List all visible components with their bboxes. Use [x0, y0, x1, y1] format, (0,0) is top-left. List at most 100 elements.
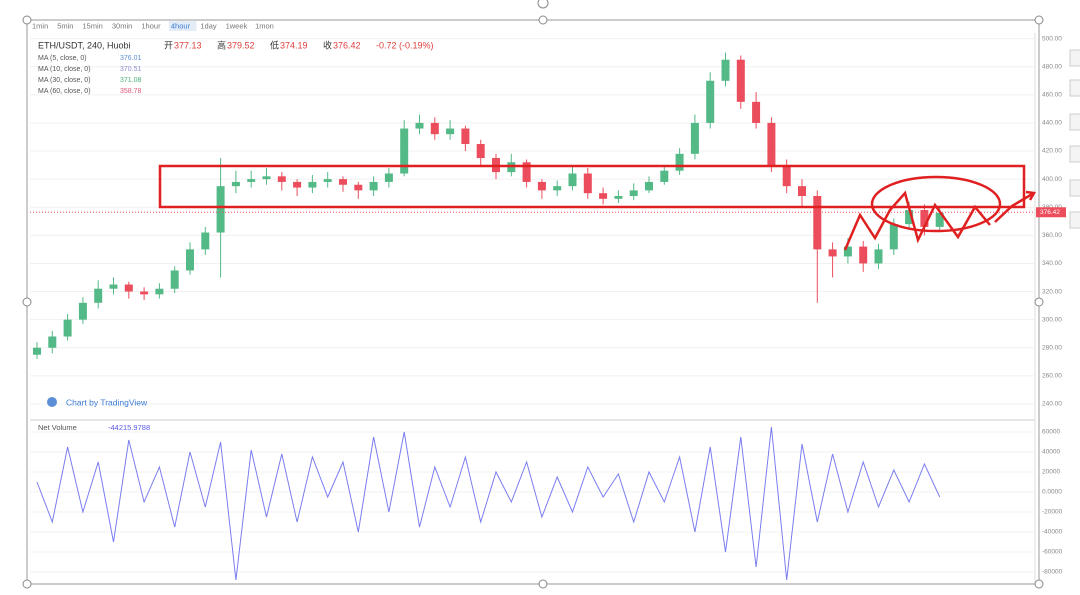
- side-button[interactable]: [1069, 113, 1080, 131]
- volume-legend: Net Volume: [38, 423, 77, 432]
- interval-button[interactable]: 1day: [200, 21, 217, 30]
- y-tick-label: 300.00: [1042, 316, 1062, 323]
- ma-value: 370.51: [120, 66, 142, 73]
- candle-body: [767, 122, 776, 166]
- active-interval: [168, 21, 197, 31]
- candle-body: [889, 224, 898, 250]
- last-price-label: 376.42: [1040, 209, 1060, 216]
- candle-body: [63, 319, 72, 337]
- y-tick-label: 280.00: [1042, 344, 1062, 351]
- y-tick-label: 460.00: [1042, 92, 1062, 99]
- candle-body: [568, 173, 577, 187]
- candle-body: [461, 128, 470, 145]
- side-toolbar: [1069, 49, 1080, 229]
- candle-body: [109, 284, 118, 289]
- candle-body: [384, 173, 393, 182]
- candle-body: [629, 190, 638, 196]
- ma-name: MA (5, close, 0): [38, 55, 87, 62]
- y-tick-label: 240.00: [1042, 401, 1062, 408]
- candle-body: [400, 128, 409, 174]
- candle-body: [78, 302, 87, 320]
- ohlc-label: 开: [164, 40, 173, 50]
- candle-body: [920, 210, 929, 227]
- candle-body: [813, 195, 822, 250]
- interval-button[interactable]: 1mon: [255, 21, 274, 30]
- candle-body: [645, 181, 653, 191]
- y-tick-label: 0.0000: [1042, 489, 1062, 496]
- candle-body: [369, 181, 378, 191]
- overlay: Chart by TradingView ETH/USDT, 240, Huob…: [32, 21, 1066, 432]
- candle-body: [446, 128, 455, 135]
- handle: [22, 15, 32, 25]
- symbol: ETH/USDT, 240, Huobi: [38, 40, 131, 50]
- interval-button[interactable]: 30min: [112, 21, 132, 30]
- y-tick-label: 420.00: [1042, 148, 1062, 155]
- marks: [30, 52, 1035, 581]
- candle-body: [599, 193, 608, 199]
- y-tick-label: 340.00: [1042, 260, 1062, 267]
- candle-body: [721, 59, 730, 81]
- interval-button[interactable]: 1hour: [141, 21, 161, 30]
- ma-name: MA (60, close, 0): [38, 88, 91, 95]
- candle-body: [843, 246, 852, 257]
- side-button[interactable]: [1069, 145, 1080, 163]
- candle-body: [660, 170, 669, 182]
- volume-value: -44215.9788: [108, 423, 150, 432]
- candle-body: [430, 122, 439, 135]
- candle-body: [905, 210, 914, 225]
- annotations: [158, 164, 1037, 251]
- tv-logo: [47, 397, 57, 407]
- y-tick-label: 40000: [1042, 449, 1060, 456]
- change: -0.72 (-0.19%): [376, 40, 434, 50]
- handle: [22, 297, 32, 307]
- interval-button[interactable]: 1week: [226, 21, 248, 30]
- side-button[interactable]: [1069, 79, 1080, 97]
- side-button[interactable]: [1069, 211, 1080, 229]
- y-tick-label: -60000: [1042, 549, 1063, 556]
- candle-body: [170, 270, 179, 289]
- ohlc-label: 高: [217, 39, 226, 50]
- side-button[interactable]: [1069, 49, 1080, 67]
- interval-button[interactable]: 15min: [82, 21, 102, 30]
- ma-value: 358.78: [120, 88, 142, 95]
- interval-button[interactable]: 4hour: [171, 21, 191, 30]
- handle: [1034, 297, 1044, 307]
- y-tick-label: 480.00: [1042, 63, 1062, 70]
- candle-body: [339, 179, 347, 185]
- candle-body: [231, 181, 240, 187]
- candle-body: [859, 246, 868, 264]
- candle-body: [186, 249, 194, 271]
- volume-line: [36, 426, 941, 581]
- side-button[interactable]: [1069, 179, 1080, 197]
- candle-body: [247, 179, 256, 182]
- ohlc-value: 377.13: [174, 40, 202, 50]
- handle: [1034, 579, 1044, 589]
- candle-body: [522, 162, 531, 182]
- candle-body: [415, 122, 424, 129]
- candle-body: [94, 288, 103, 303]
- interval-button[interactable]: 1min: [32, 21, 48, 30]
- candle-body: [583, 173, 592, 194]
- y-tick-label: 400.00: [1042, 176, 1062, 183]
- ellipse: [870, 175, 1002, 233]
- candle-body: [614, 195, 623, 199]
- rotate-handle: [537, 0, 549, 9]
- handle: [22, 579, 32, 589]
- candle-body: [277, 176, 286, 182]
- candle-body: [140, 291, 149, 295]
- candle-body: [124, 284, 133, 292]
- candle-body: [537, 181, 546, 191]
- arrow-up: [994, 191, 1035, 223]
- handle: [538, 15, 548, 25]
- interval-button[interactable]: 5min: [57, 21, 73, 30]
- candle-body: [354, 184, 363, 191]
- ohlc-label: 低: [270, 39, 279, 50]
- last-price-box: [1036, 207, 1066, 218]
- candle-body: [828, 249, 837, 257]
- ohlc-value: 374.19: [280, 40, 308, 50]
- ma-name: MA (10, close, 0): [38, 66, 91, 73]
- y-tick-label: 320.00: [1042, 288, 1062, 295]
